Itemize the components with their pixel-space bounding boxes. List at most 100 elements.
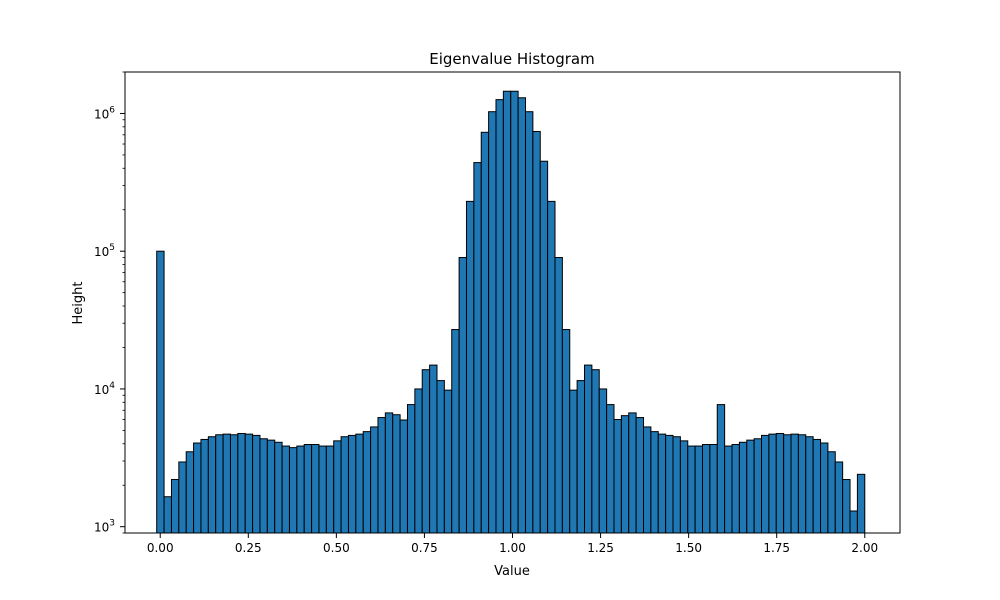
histogram-bar	[827, 451, 836, 534]
histogram-bar	[812, 438, 822, 534]
y-tick-label: 103	[94, 519, 115, 535]
histogram-bar	[156, 250, 165, 534]
x-tick-label: 1.00	[499, 541, 526, 555]
histogram-bar	[163, 496, 172, 534]
histogram-bar	[724, 445, 733, 534]
histogram-bar	[547, 200, 556, 534]
histogram-bar	[370, 426, 379, 534]
histogram-bar	[783, 434, 792, 534]
y-tick-label: 106	[94, 105, 115, 121]
histogram-bar	[510, 90, 519, 534]
histogram-bar	[746, 439, 755, 534]
histogram-bar	[288, 447, 298, 534]
histogram-bar	[761, 434, 770, 534]
histogram-bar	[340, 436, 349, 534]
histogram-bar	[709, 444, 718, 534]
chart-title: Eigenvalue Histogram	[429, 50, 594, 68]
histogram-bar	[406, 404, 416, 534]
histogram-bar	[650, 431, 659, 534]
histogram-bar	[458, 257, 467, 534]
histogram-bar	[488, 111, 497, 534]
histogram-bar	[318, 445, 327, 534]
histogram-bar	[694, 445, 704, 534]
histogram-bar	[584, 364, 593, 534]
histogram-bar	[657, 433, 667, 534]
histogram-bar	[842, 479, 851, 534]
histogram-bar	[274, 441, 283, 534]
histogram-bar	[200, 438, 209, 534]
histogram-bar	[443, 389, 453, 534]
histogram-bar	[303, 444, 313, 534]
histogram-bar	[532, 130, 541, 534]
histogram-bar	[193, 442, 202, 534]
histogram-bar	[635, 417, 645, 534]
histogram-bar	[311, 444, 320, 534]
x-tick-label: 1.25	[587, 541, 614, 555]
histogram-bar	[524, 111, 534, 534]
histogram-bar	[266, 439, 276, 534]
histogram-bar	[465, 200, 475, 534]
histogram-bar	[384, 412, 394, 534]
histogram-bar	[252, 434, 261, 534]
histogram-bar	[643, 426, 652, 534]
x-tick-label: 2.00	[851, 541, 878, 555]
histogram-bar	[355, 433, 364, 534]
histogram-bar	[480, 131, 490, 534]
histogram-bar	[539, 160, 549, 534]
histogram-bar	[598, 388, 608, 534]
histogram-bar	[856, 473, 866, 534]
histogram-bar	[244, 433, 254, 534]
x-tick-label: 1.75	[763, 541, 790, 555]
x-tick-label: 0.00	[147, 541, 174, 555]
x-tick-label: 1.50	[675, 541, 702, 555]
histogram-bar	[775, 432, 785, 534]
histogram-bar	[347, 434, 357, 534]
histogram-bar	[399, 419, 408, 534]
histogram-bar	[672, 436, 681, 534]
histogram-bar	[620, 415, 630, 534]
x-tick-label: 0.50	[323, 541, 350, 555]
histogram-bar	[606, 404, 615, 534]
histogram-bar	[451, 329, 460, 534]
histogram-bar	[185, 451, 195, 534]
histogram-bar	[517, 97, 526, 534]
histogram-bar	[561, 329, 571, 534]
histogram-bar	[473, 162, 482, 534]
histogram-bar	[325, 445, 335, 534]
histogram-bar	[591, 369, 600, 534]
histogram-bar	[731, 444, 740, 534]
histogram-bar	[738, 441, 748, 534]
x-tick-label: 0.75	[411, 541, 438, 555]
histogram-bar	[170, 479, 180, 534]
histogram-bar	[834, 461, 844, 534]
histogram-bar	[569, 389, 578, 534]
histogram-bar	[753, 438, 763, 534]
histogram-bar	[207, 436, 217, 534]
histogram-bar	[222, 433, 231, 534]
histogram-bar	[215, 434, 224, 534]
y-tick-label: 104	[94, 381, 115, 397]
histogram-bar	[237, 432, 246, 534]
histogram-bar	[820, 442, 829, 534]
histogram-bar	[377, 417, 386, 534]
histogram-bar	[628, 412, 637, 534]
histogram-bar	[849, 510, 858, 534]
histogram-bar	[495, 99, 504, 534]
histogram-bar	[797, 434, 807, 534]
histogram-bar	[414, 388, 423, 534]
histogram-bar	[716, 404, 726, 534]
histogram-bar	[702, 444, 711, 534]
y-tick-label: 105	[94, 243, 115, 259]
histogram-bar	[790, 433, 799, 534]
histogram-bar	[679, 440, 689, 534]
histogram-bar	[281, 445, 290, 534]
histogram-bar	[687, 445, 696, 534]
histogram-bar	[229, 434, 239, 534]
histogram-bar	[296, 445, 305, 534]
histogram-bar	[392, 414, 401, 534]
histogram-bar	[362, 431, 372, 534]
y-axis: 103 104 105 106	[94, 71, 125, 535]
histogram-bar	[429, 364, 438, 534]
